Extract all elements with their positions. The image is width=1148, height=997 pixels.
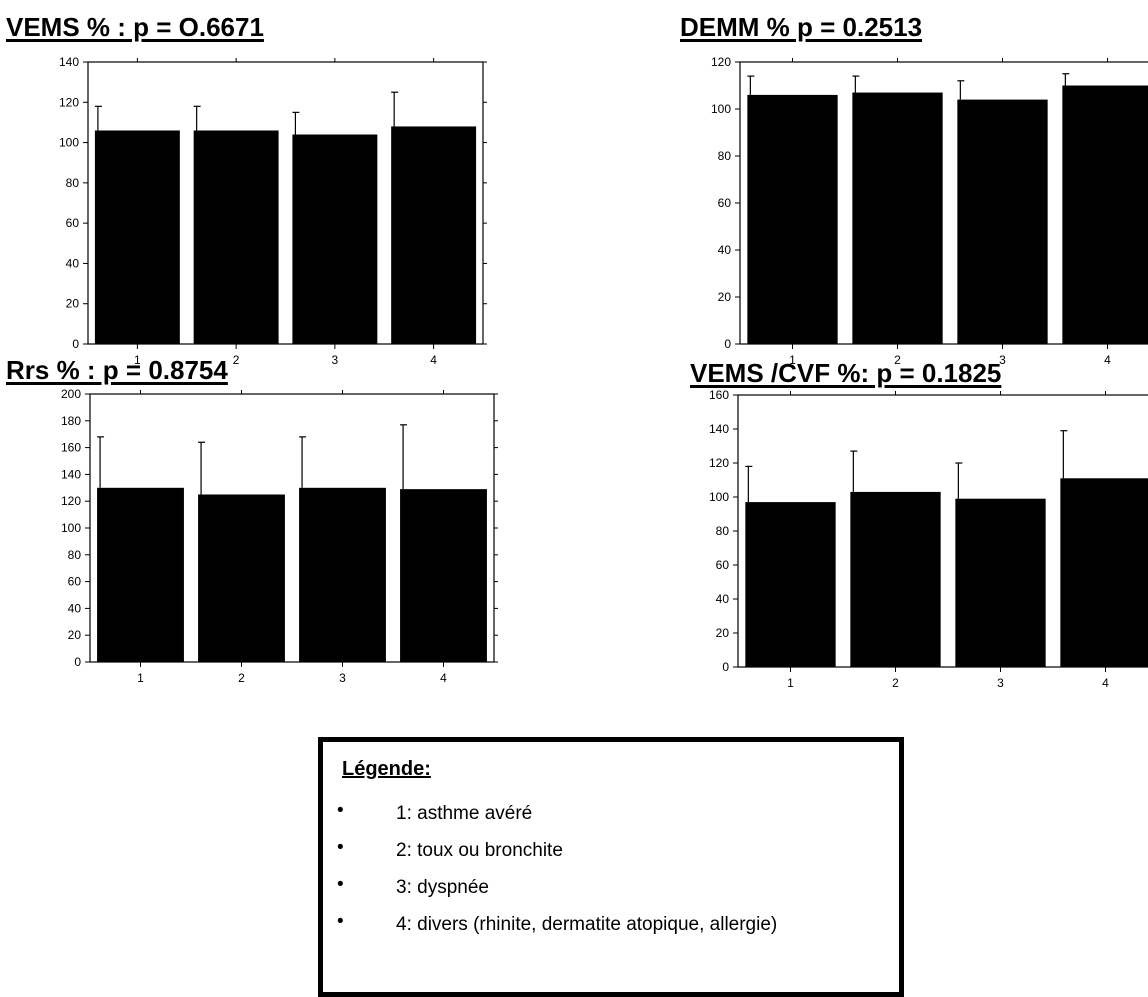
legend-item-label: 1: asthme avéré (396, 803, 533, 824)
bar (1062, 85, 1148, 344)
y-tick-label: 80 (66, 176, 80, 190)
y-tick-label: 100 (711, 102, 731, 116)
y-tick-label: 100 (59, 136, 79, 150)
legend-item-label: 3: dyspnée (396, 877, 489, 898)
bar-chart: 0 20 40 60 80 100 120 140 1 2 3 4 (59, 55, 487, 367)
chart-title: VEMS % : p = O.6671 (6, 12, 264, 42)
x-tick-label: 4 (1104, 353, 1111, 367)
x-tick-label: 4 (1102, 676, 1109, 690)
x-tick-label: 3 (999, 353, 1006, 367)
y-tick-label: 40 (716, 592, 730, 606)
bar (1060, 478, 1148, 667)
x-tick-label: 1 (787, 676, 794, 690)
y-tick-label: 60 (66, 216, 80, 230)
y-tick-label: 80 (716, 524, 730, 538)
y-tick-label: 120 (61, 494, 81, 508)
x-tick-label: 2 (233, 353, 240, 367)
legend-list: • 1: asthme avéré • 2: toux ou bronchite… (337, 800, 857, 950)
bar-chart: 0 20 40 60 80 100 120 140 160 180 200 1 2 3 4 (61, 387, 498, 685)
y-tick-label: 200 (61, 387, 81, 401)
y-tick-label: 140 (59, 55, 79, 69)
bar (745, 502, 836, 667)
bullet-icon: • (337, 874, 344, 895)
bullet-icon: • (337, 911, 344, 932)
y-tick-label: 140 (61, 467, 81, 481)
y-tick-label: 20 (716, 626, 730, 640)
bar (299, 487, 386, 662)
y-tick-label: 40 (718, 243, 732, 257)
y-tick-label: 160 (709, 388, 729, 402)
y-tick-label: 120 (709, 456, 729, 470)
x-tick-label: 3 (997, 676, 1004, 690)
plot-frame (87, 61, 484, 345)
y-tick-label: 0 (74, 655, 81, 669)
y-tick-label: 120 (711, 55, 731, 69)
y-tick-label: 100 (709, 490, 729, 504)
y-tick-label: 80 (68, 548, 82, 562)
y-tick-label: 40 (66, 256, 80, 270)
y-tick-label: 60 (716, 558, 730, 572)
y-tick-label: 0 (72, 337, 79, 351)
y-tick-label: 160 (61, 441, 81, 455)
y-tick-label: 20 (68, 628, 82, 642)
y-tick-label: 20 (66, 297, 80, 311)
legend-title: Légende: (342, 758, 431, 780)
bar (400, 489, 487, 662)
y-tick-label: 20 (718, 290, 732, 304)
x-tick-label: 2 (894, 353, 901, 367)
bar (198, 494, 285, 662)
legend-item-label: 4: divers (rhinite, dermatite atopique, … (396, 914, 778, 935)
x-tick-label: 1 (134, 353, 141, 367)
legend-item: • 2: toux ou bronchite (337, 837, 857, 862)
y-tick-label: 180 (61, 414, 81, 428)
legend-box: Légende: • 1: asthme avéré • 2: toux ou … (318, 737, 904, 997)
bullet-icon: • (337, 837, 344, 858)
y-tick-label: 140 (709, 422, 729, 436)
x-tick-label: 4 (440, 671, 447, 685)
bar-chart: 0 20 40 60 80 100 120 1 2 3 4 (711, 55, 1148, 367)
bar-chart: 0 20 40 60 80 100 120 140 160 1 2 3 4 (709, 388, 1148, 690)
bar (747, 94, 838, 345)
bar (292, 134, 378, 344)
y-tick-label: 100 (61, 521, 81, 535)
x-tick-label: 4 (430, 353, 437, 367)
x-tick-label: 2 (238, 671, 245, 685)
bar (193, 130, 279, 344)
chart-title: Rrs % : p = 0.8754 (6, 355, 228, 385)
legend-item: • 1: asthme avéré (337, 800, 857, 825)
legend-item-label: 2: toux ou bronchite (396, 840, 563, 861)
bar (852, 92, 943, 344)
y-tick-label: 0 (722, 660, 729, 674)
x-tick-label: 3 (332, 353, 339, 367)
y-tick-label: 60 (718, 196, 732, 210)
bar (850, 491, 941, 667)
bar (957, 99, 1048, 344)
x-tick-label: 1 (137, 671, 144, 685)
x-tick-label: 3 (339, 671, 346, 685)
bullet-icon: • (337, 800, 344, 821)
y-tick-label: 120 (59, 95, 79, 109)
x-tick-label: 2 (892, 676, 899, 690)
chart-title: DEMM % p = 0.2513 (680, 12, 923, 42)
bar (955, 498, 1046, 667)
x-tick-label: 1 (789, 353, 796, 367)
y-tick-label: 40 (68, 601, 82, 615)
y-tick-label: 80 (718, 149, 732, 163)
bar (94, 130, 180, 344)
bar (391, 126, 477, 344)
legend-item: • 3: dyspnée (337, 874, 857, 899)
bar (97, 487, 184, 662)
chart-title: VEMS /CVF %: p = 0.1825 (690, 358, 1002, 388)
legend-item: • 4: divers (rhinite, dermatite atopique… (337, 911, 857, 936)
y-tick-label: 0 (724, 337, 731, 351)
y-tick-label: 60 (68, 575, 82, 589)
